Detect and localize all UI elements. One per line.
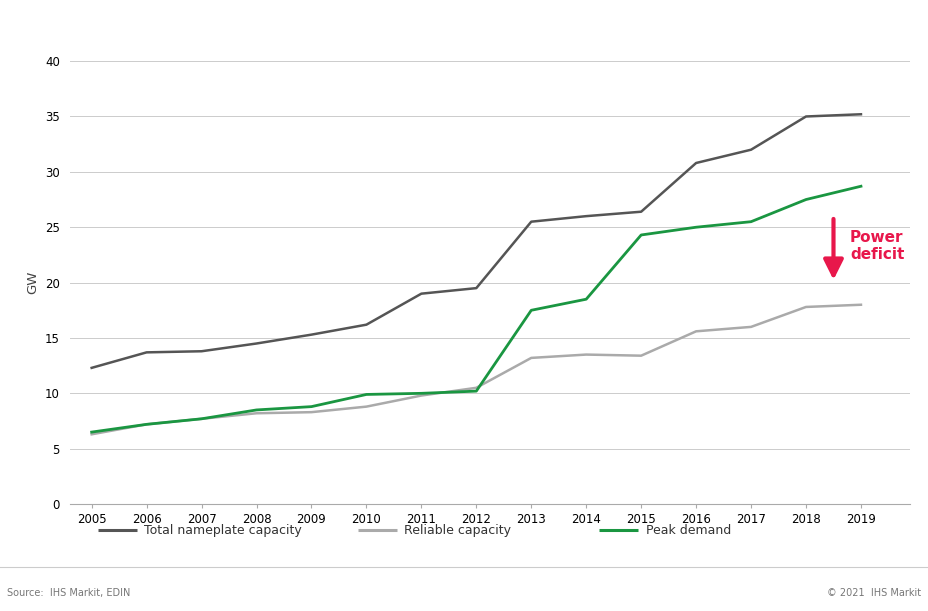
Text: Peak demand: Peak demand bbox=[645, 524, 730, 537]
Text: Power
deficit: Power deficit bbox=[849, 230, 903, 262]
Text: Total and reliable capacity VS peak load in Iraq: Total and reliable capacity VS peak load… bbox=[11, 21, 451, 39]
Text: Total nameplate capacity: Total nameplate capacity bbox=[144, 524, 302, 537]
Text: © 2021  IHS Markit: © 2021 IHS Markit bbox=[827, 588, 921, 598]
Text: Source:  IHS Markit, EDIN: Source: IHS Markit, EDIN bbox=[7, 588, 131, 598]
Text: Reliable capacity: Reliable capacity bbox=[404, 524, 510, 537]
Y-axis label: GW: GW bbox=[27, 271, 40, 295]
